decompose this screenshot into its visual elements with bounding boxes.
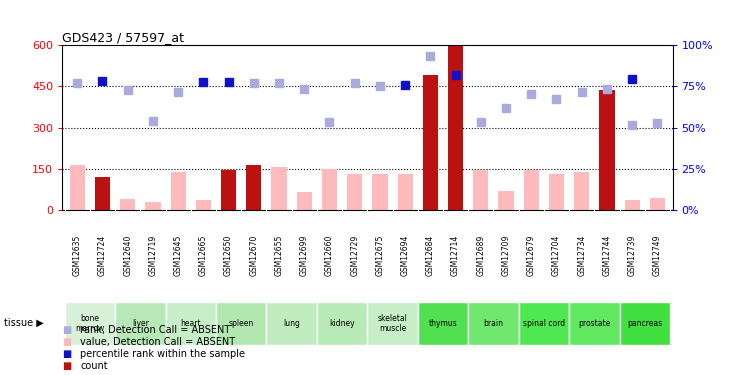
Text: GSM12665: GSM12665 (199, 234, 208, 276)
Text: thymus: thymus (428, 319, 458, 328)
Text: lung: lung (283, 319, 300, 328)
FancyBboxPatch shape (620, 302, 670, 345)
Text: rank, Detection Call = ABSENT: rank, Detection Call = ABSENT (80, 325, 231, 335)
Text: prostate: prostate (578, 319, 610, 328)
Bar (246, 165, 262, 210)
Bar (120, 199, 135, 210)
Text: percentile rank within the sample: percentile rank within the sample (80, 349, 246, 359)
Bar (95, 192, 110, 210)
Text: kidney: kidney (329, 319, 355, 328)
FancyBboxPatch shape (115, 302, 165, 345)
Text: GSM12709: GSM12709 (501, 234, 510, 276)
Text: GSM12744: GSM12744 (602, 234, 611, 276)
Text: pancreas: pancreas (627, 319, 662, 328)
Text: bone
marrow: bone marrow (75, 314, 105, 333)
FancyBboxPatch shape (216, 302, 266, 345)
FancyBboxPatch shape (266, 302, 317, 345)
Bar (549, 174, 564, 210)
Text: tissue ▶: tissue ▶ (4, 318, 43, 327)
Bar (95, 177, 110, 210)
Bar (423, 75, 438, 210)
Text: GSM12739: GSM12739 (628, 234, 637, 276)
Text: GSM12694: GSM12694 (401, 234, 409, 276)
Bar (196, 200, 211, 210)
Text: brain: brain (483, 319, 504, 328)
Bar (599, 90, 615, 210)
Bar (145, 202, 161, 210)
Text: GSM12635: GSM12635 (73, 234, 82, 276)
Bar (499, 191, 514, 210)
Text: spinal cord: spinal cord (523, 319, 565, 328)
Text: GSM12660: GSM12660 (325, 234, 334, 276)
Text: liver: liver (132, 319, 149, 328)
Text: GSM12704: GSM12704 (552, 234, 561, 276)
Bar (322, 169, 337, 210)
Text: GSM12640: GSM12640 (124, 234, 132, 276)
Text: GSM12645: GSM12645 (174, 234, 183, 276)
Text: GSM12679: GSM12679 (527, 234, 536, 276)
FancyBboxPatch shape (469, 302, 519, 345)
Text: GSM12699: GSM12699 (300, 234, 308, 276)
FancyBboxPatch shape (569, 302, 620, 345)
Bar (297, 192, 312, 210)
Text: GSM12689: GSM12689 (477, 234, 485, 276)
Text: GSM12714: GSM12714 (451, 234, 460, 276)
FancyBboxPatch shape (519, 302, 569, 345)
Bar (473, 170, 488, 210)
Text: spleen: spleen (229, 319, 254, 328)
FancyBboxPatch shape (317, 302, 367, 345)
Text: skeletal
muscle: skeletal muscle (378, 314, 407, 333)
Bar (448, 46, 463, 210)
Bar (574, 171, 589, 210)
Text: ■: ■ (62, 337, 72, 347)
FancyBboxPatch shape (165, 302, 216, 345)
Text: GSM12729: GSM12729 (350, 234, 359, 276)
Text: GSM12734: GSM12734 (577, 234, 586, 276)
Text: GSM12724: GSM12724 (98, 234, 107, 276)
FancyBboxPatch shape (367, 302, 418, 345)
Text: GSM12670: GSM12670 (249, 234, 258, 276)
Text: ■: ■ (62, 349, 72, 359)
Text: ■: ■ (62, 325, 72, 335)
Text: GDS423 / 57597_at: GDS423 / 57597_at (62, 31, 184, 44)
Bar (650, 198, 665, 210)
Text: GSM12675: GSM12675 (376, 234, 385, 276)
Text: value, Detection Call = ABSENT: value, Detection Call = ABSENT (80, 337, 235, 347)
Text: GSM12650: GSM12650 (224, 234, 233, 276)
Bar (372, 174, 387, 210)
Bar (523, 170, 539, 210)
Bar (398, 174, 413, 210)
Text: heart: heart (181, 319, 201, 328)
Text: count: count (80, 361, 108, 371)
Bar (624, 200, 640, 210)
Text: GSM12684: GSM12684 (426, 234, 435, 276)
Text: GSM12719: GSM12719 (148, 234, 157, 276)
Bar (69, 165, 85, 210)
Bar (271, 167, 287, 210)
FancyBboxPatch shape (64, 302, 115, 345)
FancyBboxPatch shape (418, 302, 469, 345)
Bar (221, 170, 236, 210)
Text: GSM12655: GSM12655 (275, 234, 284, 276)
Bar (170, 171, 186, 210)
Text: ■: ■ (62, 361, 72, 371)
Text: GSM12749: GSM12749 (653, 234, 662, 276)
Bar (347, 174, 363, 210)
